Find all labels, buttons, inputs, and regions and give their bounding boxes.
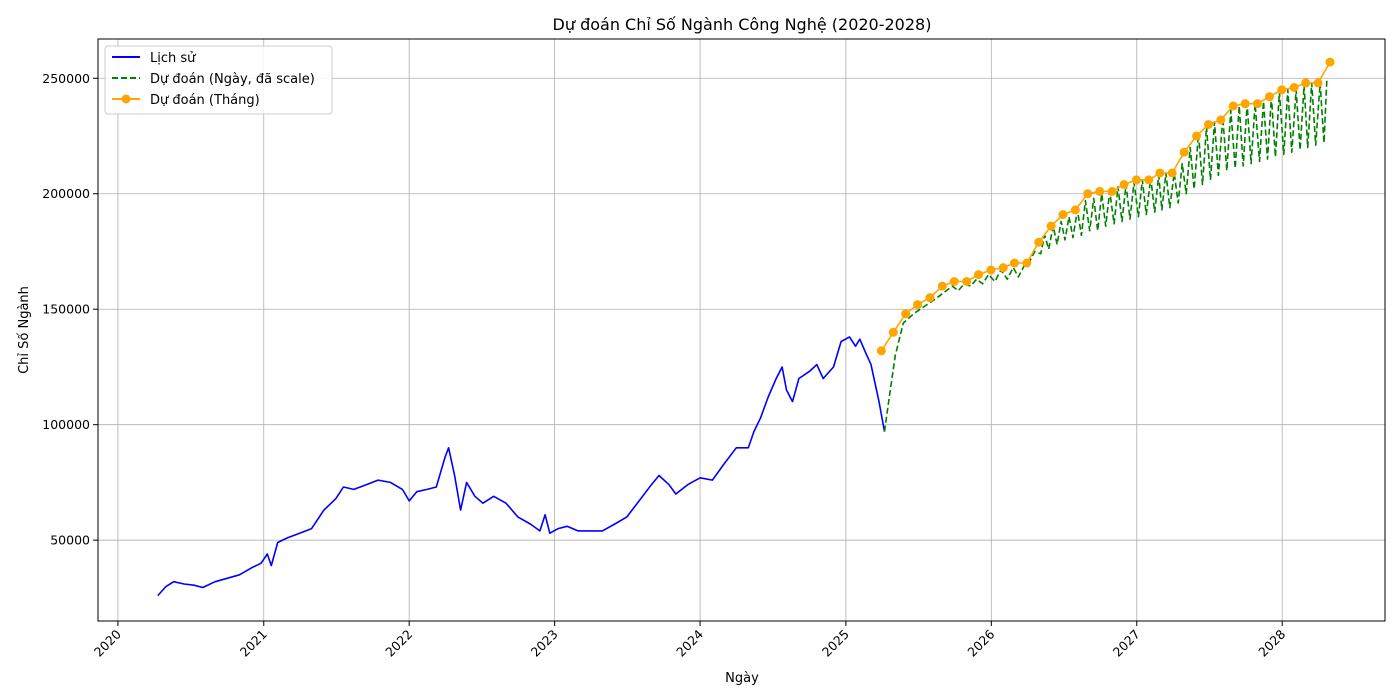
y-axis-ticks: 50000 100000 150000 200000 250000: [42, 71, 98, 548]
monthly-forecast-point: [1144, 175, 1154, 185]
x-axis-title: Ngày: [725, 671, 759, 686]
monthly-forecast-point: [949, 277, 959, 286]
monthly-forecast-point: [1083, 189, 1093, 199]
x-tick-label: 2028: [1255, 626, 1288, 659]
monthly-forecast-point: [1325, 57, 1335, 67]
legend-label-forecast-monthly: Dự đoán (Tháng): [150, 93, 260, 108]
x-tick-label: 2024: [673, 626, 706, 659]
monthly-forecast-point: [1264, 92, 1274, 102]
monthly-forecast-point: [1131, 175, 1141, 185]
monthly-forecast-point: [1240, 99, 1250, 109]
monthly-forecast-point: [1313, 78, 1323, 88]
legend-label-history: Lịch sử: [150, 51, 196, 66]
monthly-forecast-point: [1022, 258, 1032, 268]
monthly-forecast-point: [913, 300, 923, 310]
x-tick-label: 2027: [1110, 627, 1143, 660]
monthly-forecast-point: [1167, 168, 1177, 178]
x-tick-label: 2025: [819, 627, 852, 660]
x-axis-ticks: 2020 2021 2022 2023 2024 2025 2026 2027 2028: [91, 621, 1288, 660]
monthly-forecast-point: [937, 281, 947, 291]
legend: Lịch sử Dự đoán (Ngày, đã scale) Dự đoán…: [104, 45, 333, 115]
monthly-forecast-point: [1228, 101, 1238, 111]
plot-frame: [97, 38, 1386, 622]
monthly-forecast-point: [974, 270, 984, 280]
monthly-forecast-point: [986, 265, 996, 275]
monthly-forecast-point: [1203, 119, 1213, 129]
y-tick-label: 200000: [42, 186, 90, 201]
monthly-forecast-point: [1046, 221, 1056, 231]
monthly-forecast-point: [888, 327, 898, 337]
monthly-forecast-point: [1058, 210, 1068, 220]
y-axis-title: Chỉ Số Ngành: [17, 286, 32, 374]
monthly-forecast-point: [1179, 147, 1189, 157]
x-tick-label: 2026: [964, 626, 997, 659]
y-tick-label: 50000: [50, 533, 90, 548]
monthly-forecast-point: [962, 277, 972, 286]
monthly-forecast-point: [1192, 131, 1202, 141]
x-tick-label: 2020: [91, 626, 124, 659]
monthly-forecast-point: [925, 293, 935, 303]
monthly-forecast-point: [1216, 115, 1226, 125]
monthly-forecast-point: [1289, 83, 1299, 92]
monthly-forecast-point: [1070, 205, 1080, 215]
x-tick-label: 2022: [382, 627, 415, 660]
monthly-forecast-point: [901, 309, 911, 319]
series-line-forecast-daily: [883, 80, 1328, 432]
monthly-forecast-point: [1034, 237, 1044, 247]
chart-title: Dự đoán Chỉ Số Ngành Công Nghệ (2020-202…: [553, 15, 932, 34]
monthly-forecast-point: [1009, 258, 1019, 268]
x-tick-label: 2021: [237, 627, 270, 660]
monthly-forecast-point: [1095, 186, 1105, 196]
legend-marker-forecast-monthly: [121, 94, 131, 104]
grid-lines: [98, 39, 1385, 621]
series-line-history: [157, 336, 886, 597]
legend-label-forecast-daily: Dự đoán (Ngày, đã scale): [150, 72, 315, 87]
monthly-forecast-point: [1301, 78, 1311, 88]
monthly-forecast-point: [1252, 99, 1262, 109]
monthly-forecast-point: [998, 263, 1008, 273]
series-layer: [157, 57, 1335, 597]
y-tick-label: 250000: [42, 71, 90, 86]
x-tick-label: 2023: [528, 627, 561, 660]
y-tick-label: 150000: [42, 302, 90, 317]
monthly-forecast-point: [1107, 186, 1117, 196]
monthly-forecast-point: [1155, 168, 1165, 178]
monthly-forecast-point: [876, 346, 886, 356]
monthly-forecast-point: [1277, 85, 1287, 95]
legend-box: [104, 45, 333, 115]
y-tick-label: 100000: [42, 417, 90, 432]
monthly-forecast-point: [1119, 180, 1129, 189]
